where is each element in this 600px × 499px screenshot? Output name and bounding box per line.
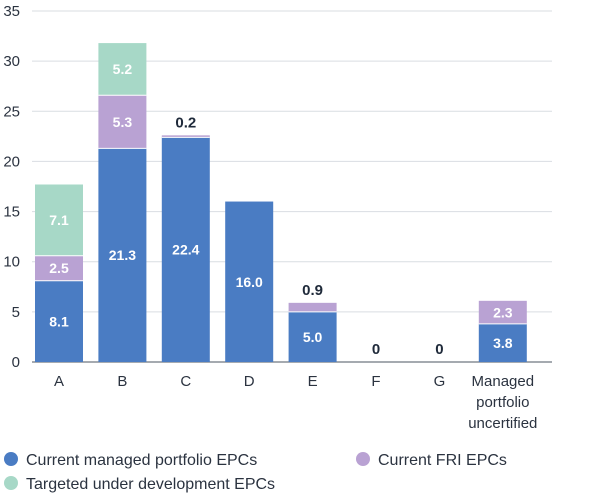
data-label: 2.5 [49,260,69,276]
bar-segment [98,43,147,96]
bar-segment [35,184,83,256]
bar-segment [478,300,527,324]
y-tick-label: 35 [3,3,20,20]
data-label: 3.8 [493,335,513,351]
x-tick-label: E [308,373,318,390]
data-label: 5.2 [113,61,133,77]
data-label: 0.9 [302,282,323,299]
y-tick-label: 15 [3,204,20,221]
data-label: 21.3 [109,247,136,263]
legend-marker [4,476,18,490]
bar-segment [98,148,147,362]
x-tick-label: C [180,373,191,390]
data-label: 7.1 [49,212,69,228]
data-label: 22.4 [172,242,199,258]
data-label: 2.3 [493,304,513,320]
data-label: 5.0 [303,329,323,345]
bar-segment [225,201,274,362]
data-label: 5.3 [113,114,133,130]
bar-segment [478,323,527,362]
y-tick-label: 0 [12,354,20,371]
data-label: 8.1 [49,313,69,329]
y-tick-label: 10 [3,254,20,271]
bar-segment [35,280,83,362]
x-tick-label: A [54,373,64,390]
y-tick-label: 30 [3,53,20,70]
bar-segment [288,302,337,312]
x-tick-label: G [434,373,446,390]
legend-entry: Targeted under development EPCs [26,476,275,493]
legend-marker [4,452,18,466]
y-tick-label: 25 [3,103,20,120]
data-label: 0 [435,341,443,358]
legend-marker [356,452,370,466]
bar-segment [161,137,210,362]
bar-segment [35,255,83,281]
data-label: 16.0 [236,274,263,290]
x-tick-label: Managed [472,373,535,390]
x-tick-label: uncertified [468,415,537,432]
x-tick-label: B [117,373,127,390]
bar-segment [288,311,337,362]
bar-segment [98,95,147,149]
x-tick-label: portfolio [476,394,529,411]
x-tick-label: F [371,373,380,390]
bar-segment [161,135,210,138]
y-tick-label: 5 [12,304,20,321]
data-label: 0.2 [175,114,196,131]
x-tick-label: D [244,373,255,390]
y-tick-label: 20 [3,153,20,170]
legend-entry: Current managed portfolio EPCs [26,452,257,469]
legend-entry: Current FRI EPCs [378,452,507,469]
data-label: 0 [372,341,380,358]
